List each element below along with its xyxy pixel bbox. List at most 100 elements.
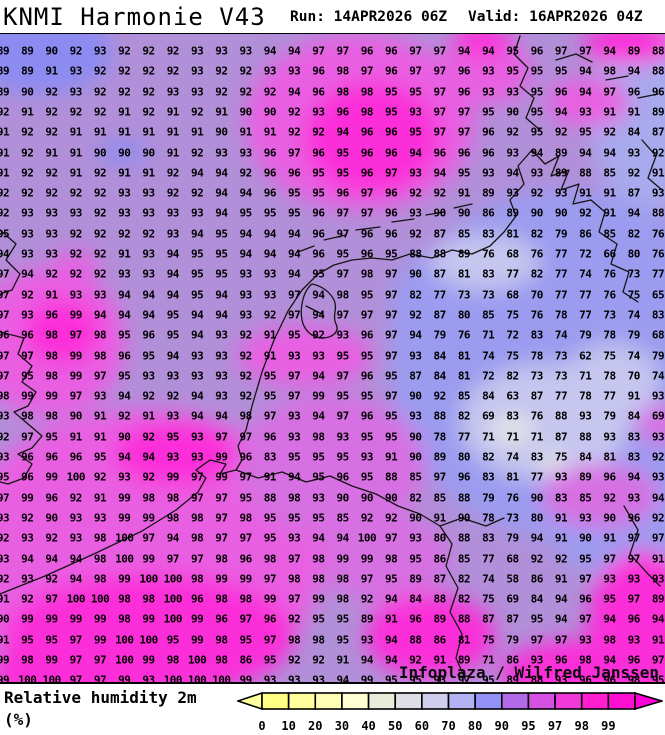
humidity-value: 99	[93, 633, 107, 647]
humidity-value: 74	[579, 267, 592, 281]
humidity-value: 93	[93, 389, 107, 403]
humidity-value: 93	[312, 673, 325, 685]
humidity-value: 100	[66, 592, 86, 606]
humidity-value: 73	[457, 288, 471, 302]
colorbar-tick-label: 95	[521, 719, 536, 733]
humidity-value: 93	[190, 430, 204, 444]
humidity-value: 97	[215, 430, 228, 444]
humidity-value: 82	[482, 450, 495, 464]
humidity-value: 95	[409, 85, 422, 99]
humidity-value: 92	[21, 592, 34, 606]
humidity-value: 90	[530, 206, 544, 220]
humidity-value: 92	[118, 227, 131, 241]
colorbar-segment	[394, 692, 423, 710]
humidity-value: 89	[409, 572, 422, 586]
humidity-value: 91	[239, 125, 252, 139]
humidity-value: 98	[45, 349, 58, 362]
humidity-value: 93	[21, 572, 34, 586]
humidity-value: 94	[287, 85, 301, 99]
humidity-value: 95	[385, 409, 398, 423]
humidity-value: 97	[69, 389, 83, 403]
humidity-value: 100	[90, 592, 110, 606]
humidity-value: 73	[603, 308, 616, 322]
humidity-value: 93	[287, 531, 301, 545]
humidity-value: 97	[215, 511, 228, 525]
humidity-value: 96	[45, 491, 58, 505]
humidity-value: 97	[336, 308, 350, 322]
humidity-value: 98	[287, 572, 301, 586]
humidity-value: 92	[93, 206, 107, 220]
humidity-value: 92	[287, 125, 301, 139]
humidity-value: 93	[166, 227, 180, 241]
humidity-value: 96	[312, 227, 325, 241]
humidity-value: 80	[530, 511, 544, 525]
humidity-value: 76	[651, 247, 665, 261]
humidity-value: 98	[215, 592, 228, 606]
humidity-value: 97	[239, 470, 252, 484]
humidity-value: 65	[651, 288, 665, 302]
humidity-value: 96	[312, 64, 325, 78]
humidity-value: 95	[530, 85, 544, 99]
humidity-value: 84	[627, 125, 641, 139]
humidity-value: 90	[457, 511, 471, 525]
humidity-value: 74	[627, 349, 641, 362]
humidity-value: 92	[21, 125, 34, 139]
humidity-value: 88	[651, 64, 665, 78]
humidity-value: 85	[433, 491, 447, 505]
humidity-value: 95	[385, 430, 398, 444]
humidity-value: 97	[457, 105, 471, 119]
humidity-value: 91	[0, 592, 10, 606]
humidity-value: 96	[579, 673, 592, 685]
colorbar-tick-label: 50	[387, 719, 403, 733]
humidity-value: 96	[312, 206, 325, 220]
humidity-value: 82	[530, 227, 544, 241]
humidity-value: 96	[627, 653, 641, 667]
humidity-value: 93	[482, 166, 495, 180]
humidity-value: 96	[482, 125, 495, 139]
humidity-value: 97	[651, 531, 665, 545]
humidity-value: 84	[433, 369, 447, 383]
humidity-value: 89	[554, 166, 568, 180]
humidity-value: 92	[45, 186, 58, 200]
humidity-value: 92	[69, 105, 83, 119]
humidity-value: 93	[482, 64, 495, 78]
humidity-value: 100	[187, 673, 207, 685]
humidity-value: 89	[554, 146, 568, 159]
humidity-value: 94	[409, 328, 422, 342]
humidity-value: 94	[263, 247, 277, 261]
humidity-value: 91	[142, 409, 155, 423]
humidity-value: 97	[0, 267, 10, 281]
humidity-value: 95	[409, 552, 422, 565]
humidity-value: 77	[554, 389, 568, 403]
humidity-value: 82	[409, 491, 422, 505]
humidity-value: 92	[312, 653, 325, 667]
humidity-value: 92	[433, 389, 447, 403]
humidity-value: 93	[190, 85, 204, 99]
colorbar-tick-label: 97	[547, 719, 563, 733]
humidity-value: 93	[627, 572, 641, 586]
humidity-value: 75	[506, 349, 519, 362]
humidity-value: 94	[627, 64, 641, 78]
humidity-value: 93	[239, 44, 252, 58]
humidity-value: 85	[457, 389, 471, 403]
humidity-value: 76	[482, 247, 495, 261]
humidity-value: 69	[651, 409, 665, 423]
humidity-value: 96	[530, 44, 544, 58]
border-bottom-right	[623, 505, 661, 587]
humidity-value: 78	[603, 369, 616, 383]
humidity-value: 96	[457, 85, 471, 99]
humidity-value: 88	[385, 470, 398, 484]
credit-text: Infoplaza / Wilfred Janssen	[398, 663, 659, 682]
humidity-value: 93	[21, 247, 34, 261]
humidity-value: 88	[433, 247, 447, 261]
humidity-value: 99	[142, 653, 155, 667]
humidity-value: 83	[530, 450, 544, 464]
humidity-value: 93	[239, 308, 252, 322]
humidity-value: 90	[433, 206, 447, 220]
humidity-value: 94	[312, 531, 325, 545]
colorbar-segment	[500, 692, 530, 710]
humidity-value: 96	[263, 612, 277, 626]
humidity-value: 93	[45, 247, 58, 261]
humidity-map: 89 89 90 92 93 92 92 92 93 93 93 94 94 97 97 96 96 97 97 94…	[0, 33, 665, 685]
humidity-value: 95	[45, 633, 58, 647]
